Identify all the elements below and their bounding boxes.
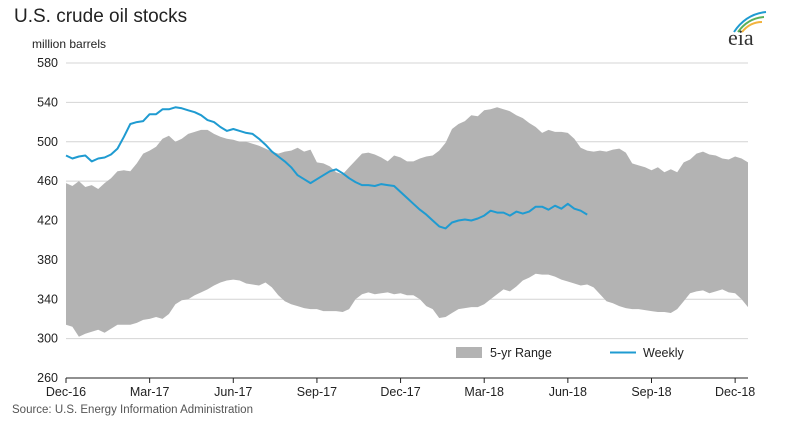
chart-title: U.S. crude oil stocks xyxy=(14,6,188,27)
y-tick-label: 580 xyxy=(37,56,58,70)
x-tick-label: Mar-18 xyxy=(464,385,504,399)
y-tick-label: 300 xyxy=(37,332,58,346)
x-tick-label: Sep-18 xyxy=(631,385,671,399)
weekly-series-line xyxy=(65,106,588,230)
x-tick-label: Dec-18 xyxy=(715,385,755,399)
x-tick-label: Jun-18 xyxy=(549,385,587,399)
y-tick-label: 380 xyxy=(37,253,58,267)
x-tick-label: Dec-16 xyxy=(46,385,86,399)
logo-wordmark: eia xyxy=(728,25,754,50)
x-tick-label: Dec-17 xyxy=(380,385,420,399)
y-tick-label: 420 xyxy=(37,214,58,228)
y-tick-label: 460 xyxy=(37,174,58,188)
axes: 260 300 340 380 420 460 500 540 580 Dec-16 Mar-17 J… xyxy=(37,56,755,399)
y-tick-label: 260 xyxy=(37,371,58,385)
legend-weekly-label: Weekly xyxy=(643,346,685,360)
y-axis-unit-label: million barrels xyxy=(32,37,107,51)
legend-range-label: 5-yr Range xyxy=(490,346,552,360)
source-note: Source: U.S. Energy Information Administ… xyxy=(12,404,253,416)
range-area-layer xyxy=(66,107,748,337)
weekly-line-layer xyxy=(65,106,588,230)
logo-sunburst-icon xyxy=(733,11,767,33)
eia-logo: eia xyxy=(720,2,780,50)
x-tick-label: Sep-17 xyxy=(297,385,337,399)
y-tick-label: 340 xyxy=(37,292,58,306)
x-tick-label: Mar-17 xyxy=(130,385,170,399)
y-tick-label: 500 xyxy=(37,135,58,149)
legend-range-swatch xyxy=(456,347,482,358)
x-tick-label: Jun-17 xyxy=(214,385,252,399)
y-tick-label: 540 xyxy=(37,95,58,109)
legend: 5-yr Range Weekly xyxy=(456,346,685,360)
five-year-range-area xyxy=(66,107,748,337)
